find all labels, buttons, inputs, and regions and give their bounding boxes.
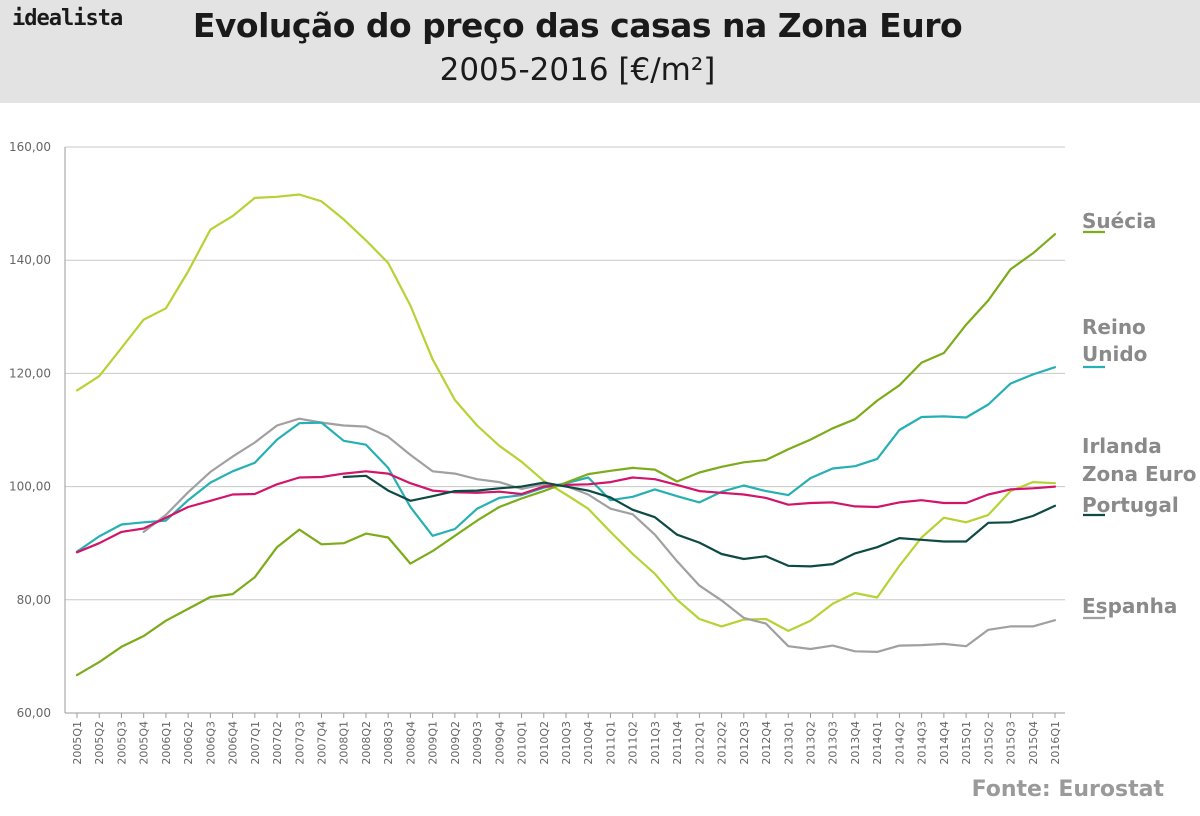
x-tick-label: 2016Q1 (1049, 721, 1062, 765)
legend-label-uk: Reino (1082, 315, 1146, 339)
x-tick-label: 2012Q1 (693, 721, 706, 765)
x-tick-label: 2010Q1 (516, 721, 529, 765)
x-tick-label: 2010Q4 (582, 721, 595, 765)
brand-logo: idealista (12, 6, 123, 31)
x-tick-label: 2010Q3 (560, 721, 573, 765)
x-tick-label: 2005Q1 (71, 721, 84, 765)
x-tick-label: 2005Q3 (115, 721, 128, 765)
y-tick-label: 100,00 (9, 480, 51, 494)
x-tick-label: 2012Q3 (738, 721, 751, 765)
source-note: Fonte: Eurostat (971, 777, 1164, 802)
x-tick-label: 2008Q4 (404, 721, 417, 765)
x-tick-label: 2012Q4 (760, 721, 773, 765)
x-axis: 2005Q1 2005Q2 2005Q3 2005Q4 2006Q1 2006Q2 2006… (71, 713, 1062, 765)
series-line-suécia (75, 233, 1057, 677)
x-tick-label: 2013Q3 (827, 721, 840, 765)
y-tick-label: 140,00 (9, 253, 51, 267)
legend-label-sweden: Suécia (1082, 209, 1156, 233)
x-tick-label: 2015Q3 (1005, 721, 1018, 765)
legend-label-euro: Zona Euro (1082, 462, 1196, 486)
x-tick-label: 2006Q1 (160, 721, 173, 765)
x-tick-label: 2013Q4 (849, 721, 862, 765)
x-tick-label: 2008Q2 (360, 721, 373, 765)
x-tick-label: 2013Q2 (805, 721, 818, 765)
y-tick-label: 120,00 (9, 366, 51, 380)
x-tick-label: 2015Q1 (960, 721, 973, 765)
series-line-reino-unido (75, 366, 1057, 553)
x-tick-label: 2006Q2 (182, 721, 195, 765)
chart-title: Evolução do preço das casas na Zona Euro (192, 6, 963, 45)
legend-label-uk: Unido (1082, 342, 1147, 366)
x-tick-label: 2011Q3 (649, 721, 662, 765)
y-tick-label: 160,00 (9, 140, 51, 154)
y-tick-label: 60,00 (17, 706, 51, 720)
legend-label-portugal: Portugal (1082, 493, 1179, 517)
legend-label-ireland: Irlanda (1082, 434, 1162, 458)
y-axis: 60,00 80,00 100,00 120,00 140,00 160,00 (9, 140, 66, 720)
legend: Suécia Reino Unido Irlanda Zona Euro Portugal… (1082, 209, 1196, 620)
x-tick-label: 2007Q4 (316, 721, 329, 765)
x-tick-label: 2015Q4 (1027, 721, 1040, 765)
grid-lines (65, 146, 1065, 714)
x-tick-label: 2011Q1 (604, 721, 617, 765)
x-tick-label: 2005Q2 (93, 721, 106, 765)
y-tick-label: 80,00 (17, 593, 51, 607)
x-tick-label: 2014Q3 (916, 721, 929, 765)
x-tick-label: 2009Q2 (449, 721, 462, 765)
x-tick-label: 2011Q2 (627, 721, 640, 765)
x-tick-label: 2005Q4 (138, 721, 151, 765)
x-tick-label: 2010Q2 (538, 721, 551, 765)
x-tick-label: 2009Q1 (427, 721, 440, 765)
x-tick-label: 2009Q3 (471, 721, 484, 765)
legend-label-spain: Espanha (1082, 594, 1177, 618)
series-lines (75, 193, 1057, 677)
x-tick-label: 2014Q4 (938, 721, 951, 765)
x-tick-label: 2006Q3 (204, 721, 217, 765)
x-tick-label: 2007Q3 (293, 721, 306, 765)
series-line-zona-euro (75, 470, 1057, 554)
x-tick-label: 2015Q2 (982, 721, 995, 765)
chart-subtitle: 2005-2016 [€/m²] (439, 52, 716, 88)
x-tick-label: 2014Q1 (871, 721, 884, 765)
series-line-irlanda (75, 193, 1057, 632)
x-tick-label: 2013Q1 (782, 721, 795, 765)
series-line-espanha (142, 417, 1057, 653)
header-banner: idealista Evolução do preço das casas na… (0, 0, 1200, 103)
x-tick-label: 2014Q2 (893, 721, 906, 765)
x-tick-label: 2012Q2 (716, 721, 729, 765)
x-tick-label: 2008Q1 (338, 721, 351, 765)
x-tick-label: 2008Q3 (382, 721, 395, 765)
x-tick-label: 2009Q4 (493, 721, 506, 765)
x-tick-label: 2006Q4 (227, 721, 240, 765)
series-line-portugal (342, 474, 1057, 568)
x-tick-label: 2007Q1 (249, 721, 262, 765)
x-tick-label: 2007Q2 (271, 721, 284, 765)
x-tick-label: 2011Q4 (671, 721, 684, 765)
